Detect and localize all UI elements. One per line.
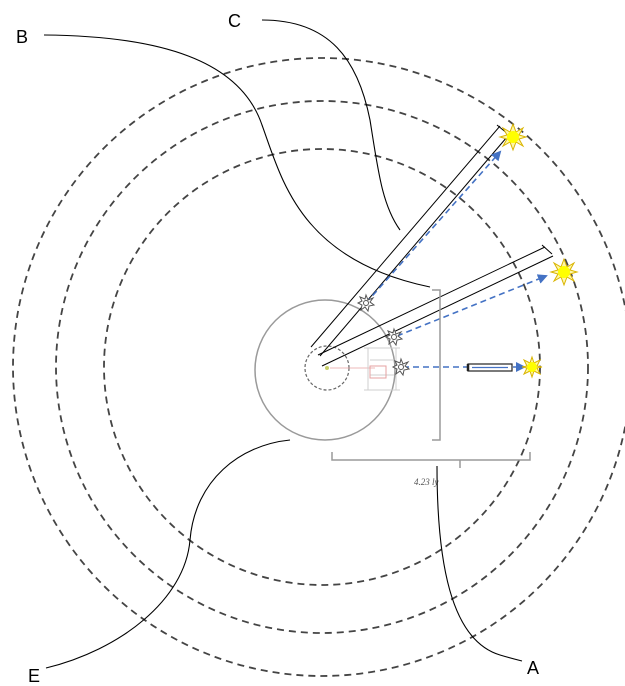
probe-icon — [356, 293, 376, 313]
trajectory-lower-1 — [317, 246, 546, 356]
label-c: C — [228, 11, 241, 31]
distance-label: 4.23 ly — [414, 477, 439, 487]
sun-dot — [325, 366, 329, 370]
leader-b — [43, 34, 431, 288]
sun-icon — [521, 355, 543, 379]
probe-icons — [356, 293, 411, 377]
leader-c — [261, 19, 401, 231]
travel-arrow-middle — [396, 274, 548, 337]
travel-arrow-upper — [365, 150, 502, 304]
leader-a — [436, 465, 523, 662]
probe-icon — [391, 357, 411, 377]
label-a: A — [527, 658, 539, 678]
horizontal-bracket — [331, 452, 531, 468]
sun-sphere-outline — [254, 299, 396, 441]
spacecraft-icon — [466, 363, 513, 372]
trajectory-upper-1 — [310, 125, 501, 348]
central-system — [254, 299, 400, 441]
probe-icon — [384, 327, 404, 347]
orbit-ring-outer — [12, 57, 625, 677]
stars — [498, 122, 579, 379]
brackets — [331, 289, 531, 468]
sun-icon — [498, 122, 528, 152]
trajectory-lines — [310, 124, 554, 367]
label-e: E — [28, 666, 40, 686]
trajectory-upper-2 — [319, 136, 508, 357]
label-b: B — [16, 27, 28, 47]
sun-icon — [549, 257, 579, 287]
orbit-ring-middle — [55, 100, 589, 634]
cone-tick-2 — [541, 244, 553, 255]
leader-e — [45, 439, 291, 669]
vertical-bracket — [432, 289, 441, 441]
leader-lines — [43, 19, 523, 669]
trajectory-lower-2 — [321, 255, 554, 367]
